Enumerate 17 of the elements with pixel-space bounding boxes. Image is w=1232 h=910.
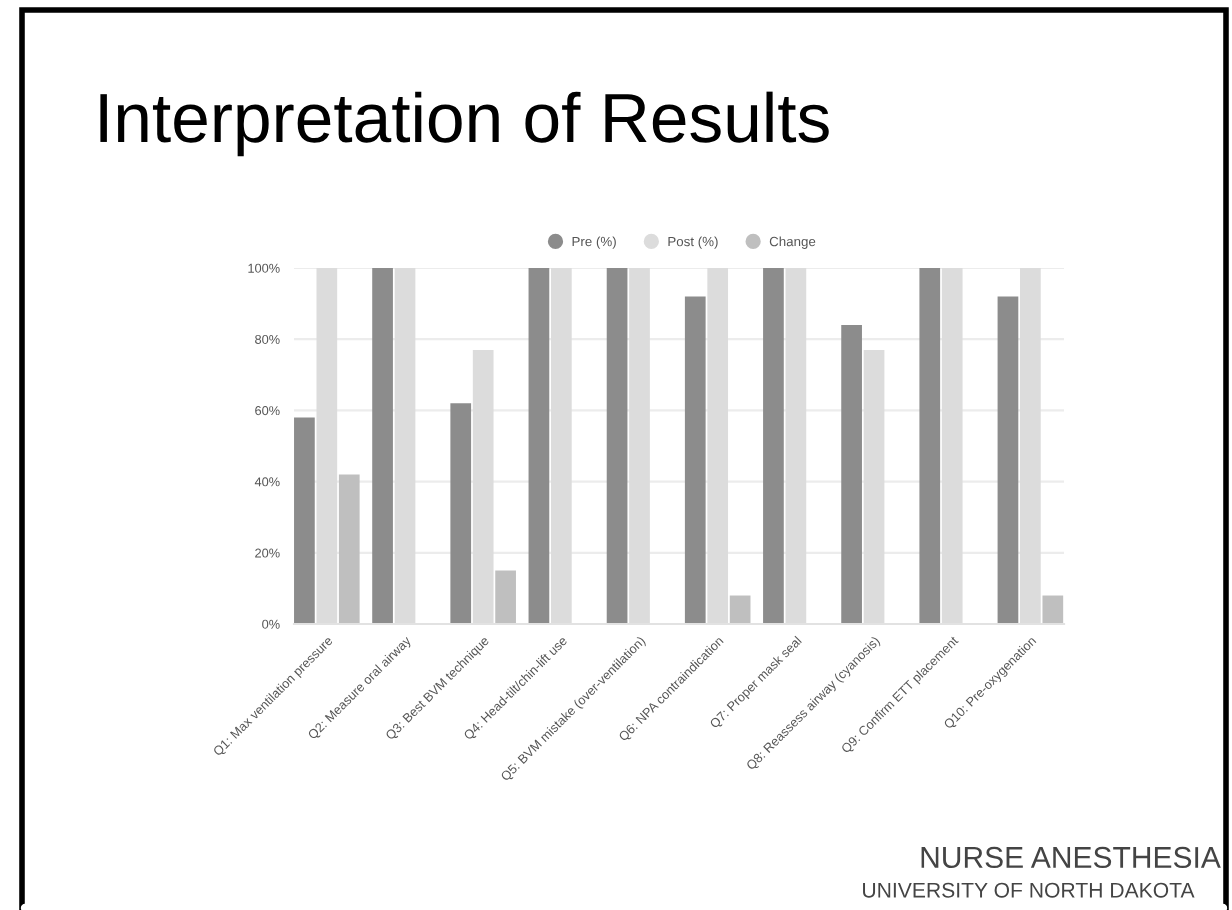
chart-title: Interpretation of Results [100,91,829,157]
text: UNIVERSITY OF NORTH DAKOTA [863,882,1195,898]
bar [606,268,628,624]
bar [1042,595,1064,624]
bar [495,570,516,624]
bar [997,296,1019,624]
bar [294,417,315,624]
bar [919,268,941,624]
text: NURSE ANESTHESIA [921,846,1221,869]
bar [528,268,550,624]
bar [338,474,360,624]
bar [729,595,751,624]
bar [684,296,706,624]
bar [841,324,862,624]
bar [450,403,472,624]
bar [372,268,393,624]
bar [763,268,784,624]
